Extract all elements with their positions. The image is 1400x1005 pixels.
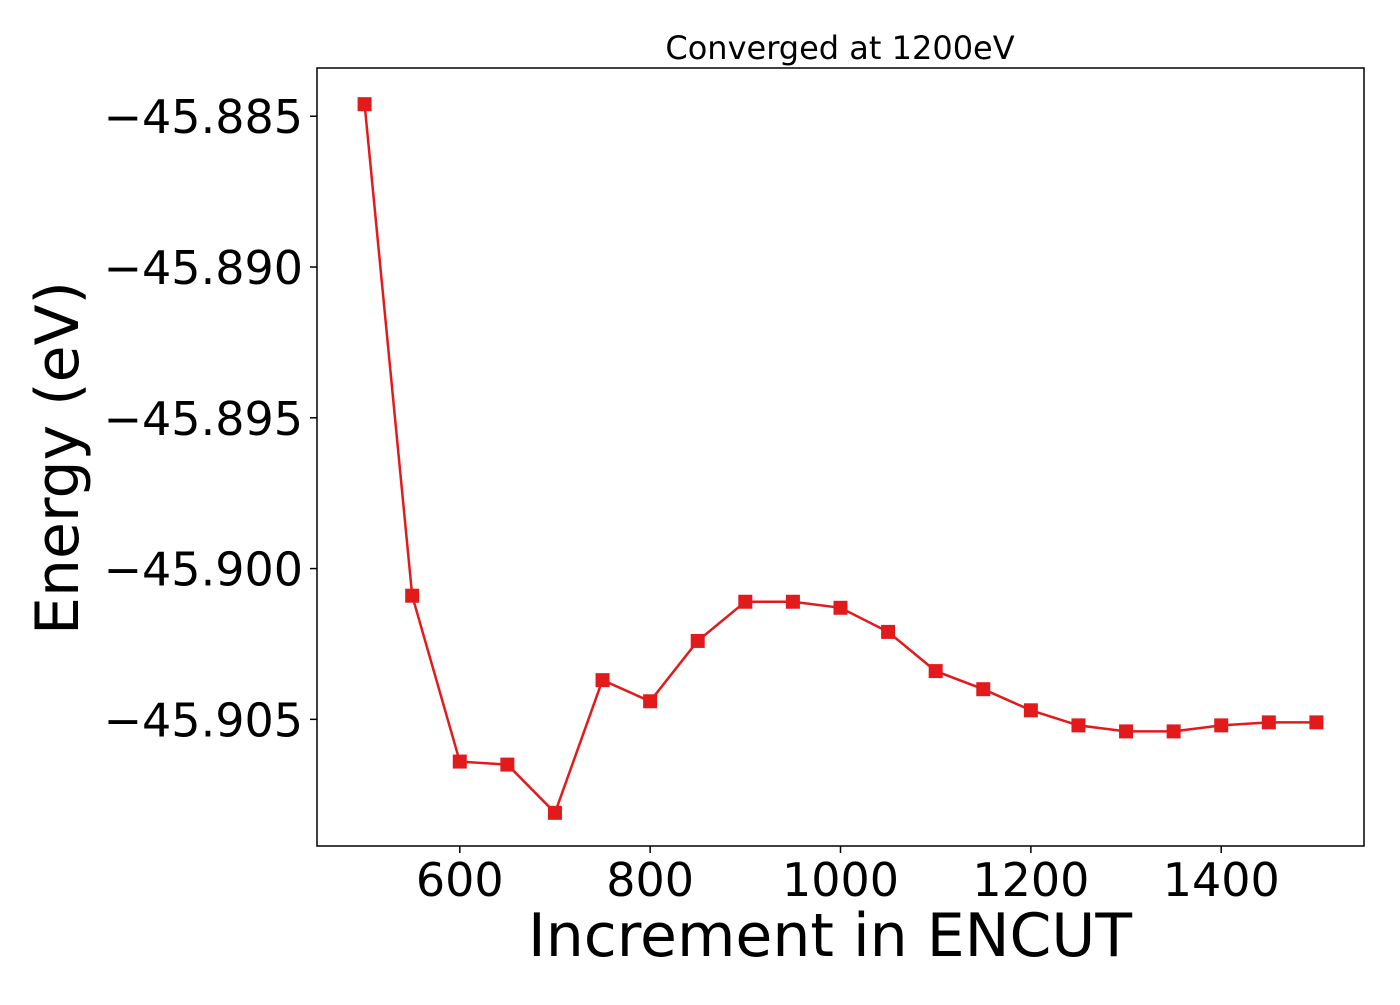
x-tick-label: 1000 xyxy=(782,853,899,907)
y-tick-label: −45.905 xyxy=(104,693,304,747)
x-tick-label: 800 xyxy=(606,853,694,907)
data-point-marker xyxy=(976,682,991,697)
y-axis-label: Energy (eV) xyxy=(23,281,93,635)
chart-title: Converged at 1200eV xyxy=(665,29,1014,67)
data-point-marker xyxy=(738,594,753,609)
x-axis-label: Increment in ENCUT xyxy=(528,901,1132,971)
data-point-marker xyxy=(357,97,372,112)
x-tick-label: 1400 xyxy=(1163,853,1280,907)
data-point-marker xyxy=(833,600,848,615)
data-point-marker xyxy=(1023,703,1038,718)
y-tick-label: −45.890 xyxy=(104,241,304,295)
data-point-marker xyxy=(1261,715,1276,730)
data-point-marker xyxy=(595,673,610,688)
x-tick-label: 600 xyxy=(416,853,504,907)
data-point-marker xyxy=(643,694,658,709)
series-line xyxy=(363,104,1317,816)
x-axis-ticks: 600 800 1000 1200 1400 xyxy=(416,846,1280,907)
data-point-marker xyxy=(1214,718,1229,733)
x-tick-label: 1200 xyxy=(972,853,1089,907)
data-point-marker xyxy=(1166,724,1181,739)
data-point-marker xyxy=(881,624,896,639)
data-point-marker xyxy=(452,754,467,769)
data-point-marker xyxy=(547,805,562,820)
plot-frame xyxy=(316,67,1365,847)
y-tick-label: −45.900 xyxy=(104,543,304,597)
series-layer xyxy=(357,97,1324,820)
y-axis-ticks: −45.885 −45.890 −45.895 −45.900 −45.905 xyxy=(104,90,317,747)
data-point-marker xyxy=(1119,724,1134,739)
data-point-marker xyxy=(1071,718,1086,733)
data-point-marker xyxy=(785,594,800,609)
data-point-marker xyxy=(500,757,515,772)
y-tick-label: −45.895 xyxy=(104,392,304,446)
y-tick-label: −45.885 xyxy=(104,90,304,144)
data-point-marker xyxy=(690,633,705,648)
data-point-marker xyxy=(1309,715,1324,730)
data-point-marker xyxy=(928,664,943,679)
data-point-marker xyxy=(405,588,420,603)
